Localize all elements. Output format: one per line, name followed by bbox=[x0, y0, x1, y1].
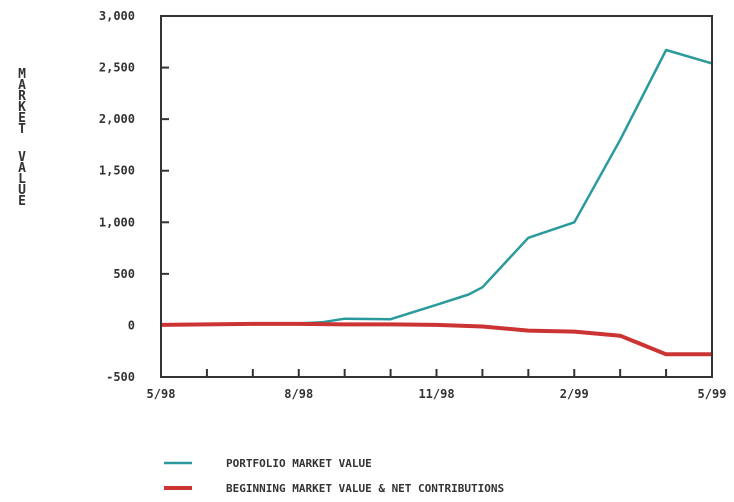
series-lines bbox=[160, 48, 713, 357]
y-axis-title-letter: M bbox=[18, 67, 26, 82]
x-axis-ticks: 5/98 8/98 11/98 2/99 5/99 bbox=[147, 369, 727, 401]
x-tick-label: 5/98 bbox=[147, 387, 176, 401]
y-tick-label: 1,500 bbox=[99, 164, 135, 178]
legend-label: BEGINNING MARKET VALUE & NET CONTRIBUTIO… bbox=[226, 482, 504, 495]
plot-frame bbox=[160, 15, 713, 378]
x-tick-label: 8/98 bbox=[284, 387, 313, 401]
y-tick-label: 500 bbox=[113, 267, 135, 281]
y-axis-title-letter: K bbox=[18, 100, 26, 115]
y-axis-title-letter: T bbox=[18, 122, 26, 137]
y-tick-label: 2,000 bbox=[99, 112, 135, 126]
y-tick-label: 1,000 bbox=[99, 215, 135, 229]
y-axis-title-letter: A bbox=[18, 161, 26, 176]
x-tick-label: 11/98 bbox=[418, 387, 454, 401]
y-tick-label: 3,000 bbox=[99, 9, 135, 23]
y-axis-title-letter: V bbox=[18, 150, 26, 165]
legend: PORTFOLIO MARKET VALUE BEGINNING MARKET V… bbox=[164, 457, 504, 495]
y-axis-title-letter: E bbox=[18, 194, 26, 209]
beginning-value-contributions-line bbox=[160, 321, 712, 357]
x-tick-label: 5/99 bbox=[698, 387, 727, 401]
y-tick-label: -500 bbox=[106, 370, 135, 384]
y-tick-label: 0 bbox=[128, 318, 135, 332]
y-axis-title-letter: R bbox=[18, 89, 26, 104]
portfolio-market-value-line bbox=[160, 48, 713, 327]
y-tick-label: 2,500 bbox=[99, 61, 135, 75]
x-tick-label: 2/99 bbox=[560, 387, 589, 401]
y-axis-title-letter: E bbox=[18, 111, 26, 126]
y-axis-title-letter: A bbox=[18, 78, 26, 93]
y-axis-title-letter: L bbox=[18, 172, 26, 187]
legend-label: PORTFOLIO MARKET VALUE bbox=[226, 457, 372, 470]
y-axis-ticks: -500 0 500 1,000 1,500 2,000 2,500 3,000 bbox=[99, 9, 169, 384]
y-axis-title-letter: U bbox=[18, 183, 26, 198]
